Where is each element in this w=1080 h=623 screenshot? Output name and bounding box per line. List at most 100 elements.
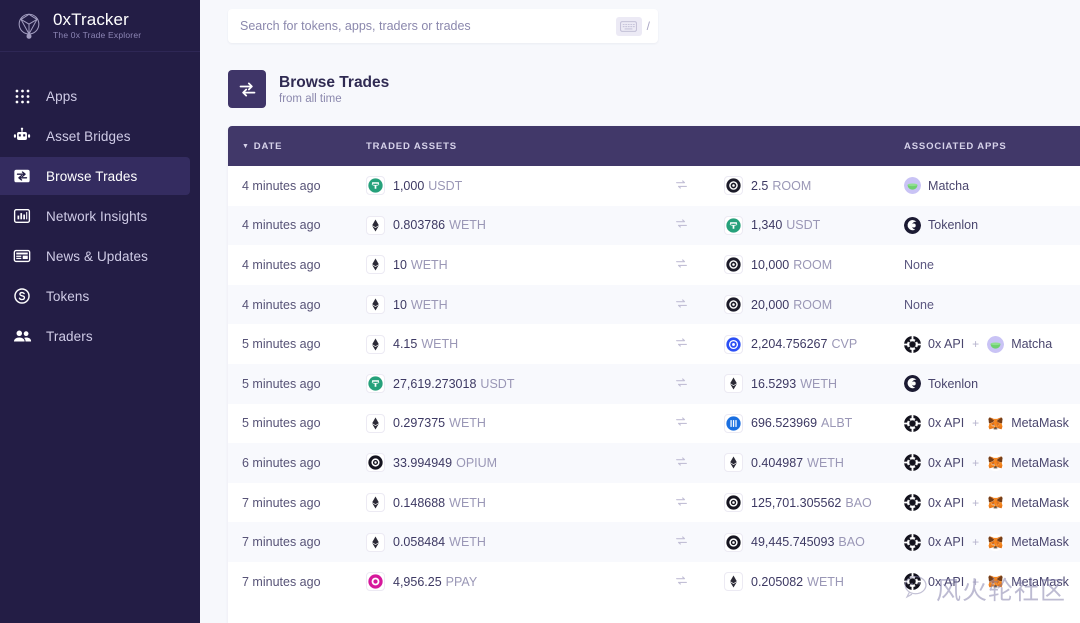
- search-bar[interactable]: /: [228, 9, 658, 43]
- table-row[interactable]: 4 minutes ago 0.803786 WETH 1,340 USDT Token…: [228, 205, 1080, 246]
- sidebar-item-label: Traders: [46, 328, 93, 344]
- metamask-icon: [987, 494, 1005, 512]
- cell-asset-from: 0.803786 WETH: [352, 206, 652, 246]
- brand-title: 0xTracker: [53, 10, 129, 30]
- asset-symbol: CVP: [831, 337, 858, 352]
- asset-amount: 10: [393, 257, 407, 272]
- plus-separator: +: [972, 574, 980, 589]
- cvp-icon: [724, 334, 743, 354]
- sidebar-item-traders[interactable]: Traders: [0, 317, 190, 355]
- plus-separator: +: [972, 535, 980, 550]
- coin-dollar-icon: [12, 286, 32, 306]
- asset-symbol: USDT: [786, 218, 821, 233]
- zeroex-api-icon: [904, 533, 922, 551]
- ppay-icon: [366, 572, 385, 592]
- cell-asset-from: 1,000 USDT: [352, 166, 652, 206]
- asset-symbol: WETH: [410, 297, 448, 312]
- search-input[interactable]: [240, 19, 616, 33]
- cell-associated-apps: Matcha: [890, 166, 1075, 206]
- page-subtitle: from all time: [279, 93, 342, 106]
- column-header-traded-value[interactable]: TRADED VALUE: [1075, 126, 1080, 166]
- table-row[interactable]: 5 minutes ago 27,619.273018 USDT 16.5293 WE…: [228, 363, 1080, 404]
- opium-icon: [366, 453, 385, 473]
- swap-horizontal-icon: [652, 206, 710, 246]
- sidebar-item-asset-bridges[interactable]: Asset Bridges: [0, 117, 190, 155]
- column-header-traded-assets[interactable]: TRADED ASSETS: [352, 126, 890, 166]
- asset-symbol: WETH: [807, 455, 844, 470]
- metamask-icon: [987, 454, 1005, 472]
- plus-separator: +: [972, 455, 980, 470]
- column-label: TRADED ASSETS: [366, 140, 457, 152]
- weth-icon: [366, 215, 385, 235]
- cell-asset-from: 4.15 WETH: [352, 324, 652, 364]
- room-icon: [724, 176, 743, 196]
- table-row[interactable]: 7 minutes ago 0.148688 WETH 125,701.305562…: [228, 483, 1080, 523]
- app-name: MetaMask: [1011, 535, 1069, 550]
- column-header-associated-apps[interactable]: ASSOCIATED APPS: [890, 126, 1075, 166]
- table-row[interactable]: 6 minutes ago 33.994949 OPIUM 0.404987 WETH…: [228, 443, 1080, 483]
- asset-amount: 33.994949: [393, 455, 453, 470]
- sidebar-item-apps[interactable]: Apps: [0, 77, 190, 115]
- weth-icon: [724, 572, 743, 592]
- cell-asset-to: 2.5 ROOM: [710, 166, 890, 206]
- news-table-icon: [12, 246, 32, 266]
- brand-subtitle: The 0x Trade Explorer: [53, 30, 142, 41]
- app-name: Matcha: [1011, 337, 1053, 352]
- usdt-icon: [724, 215, 743, 235]
- column-label: ASSOCIATED APPS: [904, 140, 1007, 152]
- app-name: MetaMask: [1011, 495, 1069, 510]
- cell-asset-to: 2,204.756267 CVP: [710, 324, 890, 364]
- metamask-icon: [987, 533, 1005, 551]
- swap-arrows-icon: [228, 70, 266, 108]
- column-header-date[interactable]: ▼ DATE: [228, 126, 352, 166]
- cell-associated-apps: 0x API + MetaMask: [890, 404, 1075, 444]
- sidebar-item-network-insights[interactable]: Network Insights: [0, 197, 190, 235]
- sidebar-nav: Apps Asset Bridges: [0, 76, 200, 356]
- asset-symbol: WETH: [800, 376, 837, 391]
- tokenlon-icon: [904, 375, 922, 393]
- table-row[interactable]: 7 minutes ago 0.058484 WETH 49,445.745093 B…: [228, 522, 1080, 562]
- asset-amount: 49,445.745093: [751, 535, 835, 550]
- usdt-icon: [366, 176, 385, 196]
- asset-symbol: WETH: [449, 416, 486, 431]
- cell-traded-value: $16,726.30: [1075, 285, 1080, 325]
- sidebar-item-label: Asset Bridges: [46, 128, 131, 144]
- asset-symbol: ROOM: [793, 297, 833, 312]
- asset-amount: 0.803786: [393, 218, 446, 233]
- sidebar-item-browse-trades[interactable]: Browse Trades: [0, 157, 190, 195]
- asset-symbol: WETH: [449, 495, 486, 510]
- sidebar-item-news-updates[interactable]: News & Updates: [0, 237, 190, 275]
- table-row[interactable]: 5 minutes ago 4.15 WETH 2,204.756267 CVP 0x …: [228, 324, 1080, 364]
- plus-separator: +: [972, 337, 980, 352]
- table-row[interactable]: 7 minutes ago 4,956.25 PPAY 0.205082 WETH 0x…: [228, 562, 1080, 602]
- cell-associated-apps: Tokenlon: [890, 364, 1075, 404]
- usdt-icon: [366, 374, 385, 394]
- cell-asset-to: 125,701.305562 BAO: [710, 483, 890, 523]
- brand[interactable]: 0xTracker The 0x Trade Explorer: [0, 0, 200, 52]
- zeroex-api-icon: [904, 454, 922, 472]
- asset-amount: 2.5: [751, 178, 769, 193]
- topbar: /: [200, 0, 1080, 52]
- cell-associated-apps: 0x API + Matcha: [890, 324, 1075, 364]
- asset-symbol: WETH: [410, 257, 448, 272]
- sidebar-item-tokens[interactable]: Tokens: [0, 277, 190, 315]
- robot-icon: [12, 126, 32, 146]
- asset-symbol: OPIUM: [456, 455, 498, 470]
- asset-symbol: WETH: [449, 218, 486, 233]
- cell-asset-to: 696.523969 ALBT: [710, 404, 890, 444]
- swap-horizontal-icon: [652, 245, 710, 285]
- asset-symbol: ROOM: [772, 178, 812, 193]
- weth-icon: [366, 493, 385, 513]
- sidebar-item-label: News & Updates: [46, 248, 148, 264]
- cell-date: 5 minutes ago: [242, 416, 321, 431]
- weth-icon: [366, 532, 385, 552]
- table-row[interactable]: 5 minutes ago 0.297375 WETH 696.523969 ALBT…: [228, 404, 1080, 444]
- keyboard-icon: [615, 16, 642, 36]
- swap-horizontal-icon: [652, 285, 710, 325]
- cell-traded-value: $16,726.30: [1075, 245, 1080, 285]
- cell-date: 6 minutes ago: [242, 455, 321, 470]
